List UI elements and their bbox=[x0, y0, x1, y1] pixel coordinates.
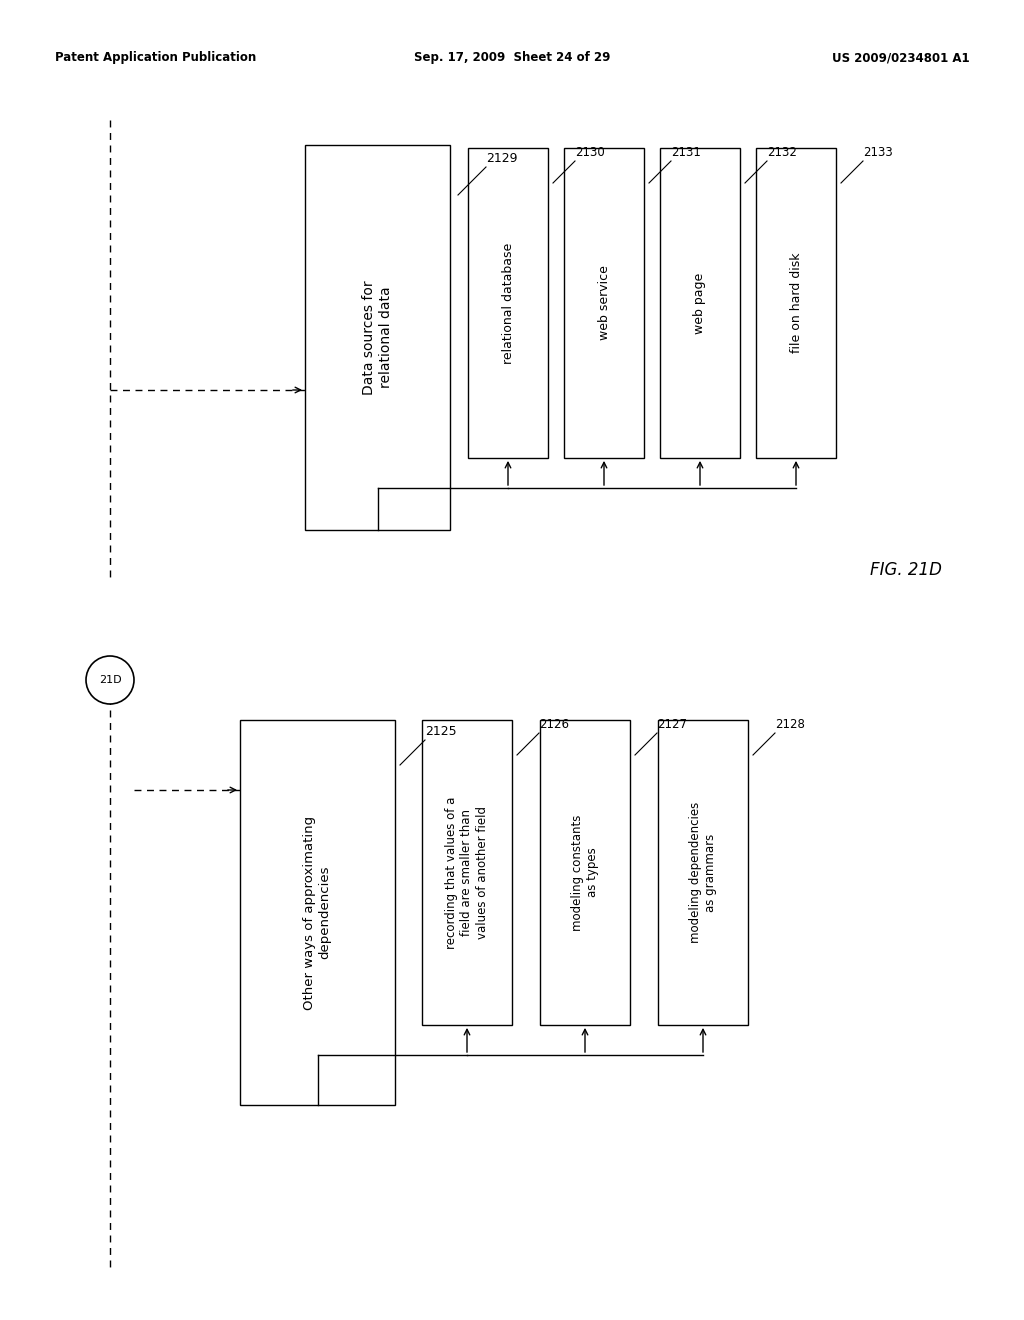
Text: file on hard disk: file on hard disk bbox=[790, 252, 803, 354]
Bar bbox=[756, 148, 836, 458]
Bar bbox=[240, 719, 395, 1105]
Text: US 2009/0234801 A1: US 2009/0234801 A1 bbox=[833, 51, 970, 65]
Text: modeling dependencies
as grammars: modeling dependencies as grammars bbox=[689, 801, 717, 942]
Text: 2128: 2128 bbox=[775, 718, 805, 731]
Bar bbox=[660, 148, 740, 458]
Bar bbox=[540, 719, 630, 1026]
Text: 2127: 2127 bbox=[657, 718, 687, 731]
Text: 2130: 2130 bbox=[575, 147, 605, 158]
Bar bbox=[564, 148, 644, 458]
Text: web service: web service bbox=[597, 265, 610, 341]
Text: 2125: 2125 bbox=[425, 725, 457, 738]
Text: 2129: 2129 bbox=[486, 152, 517, 165]
Text: Other ways of approximating
dependencies: Other ways of approximating dependencies bbox=[303, 816, 332, 1010]
Bar bbox=[305, 145, 450, 531]
Text: relational database: relational database bbox=[502, 243, 514, 363]
Text: 2132: 2132 bbox=[767, 147, 797, 158]
Text: FIG. 21D: FIG. 21D bbox=[870, 561, 942, 579]
Text: Data sources for
relational data: Data sources for relational data bbox=[362, 280, 392, 395]
Text: 2133: 2133 bbox=[863, 147, 893, 158]
Text: 2131: 2131 bbox=[671, 147, 700, 158]
Text: Sep. 17, 2009  Sheet 24 of 29: Sep. 17, 2009 Sheet 24 of 29 bbox=[414, 51, 610, 65]
Text: 21D: 21D bbox=[98, 675, 121, 685]
Bar bbox=[468, 148, 548, 458]
Text: modeling constants
as types: modeling constants as types bbox=[571, 814, 599, 931]
Bar bbox=[658, 719, 748, 1026]
Text: web page: web page bbox=[693, 272, 707, 334]
Circle shape bbox=[86, 656, 134, 704]
Bar bbox=[422, 719, 512, 1026]
Text: recording that values of a
field are smaller than
values of another field: recording that values of a field are sma… bbox=[445, 796, 488, 949]
Text: 2126: 2126 bbox=[539, 718, 569, 731]
Text: Patent Application Publication: Patent Application Publication bbox=[55, 51, 256, 65]
